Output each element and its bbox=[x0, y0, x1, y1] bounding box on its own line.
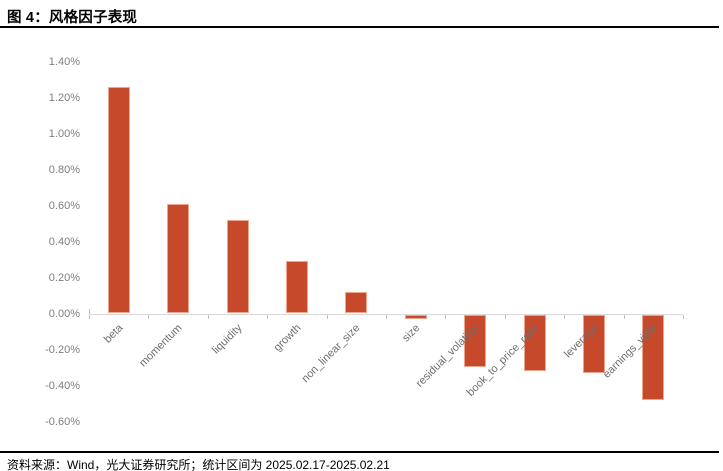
x-category-label: residual_volatility bbox=[413, 321, 482, 390]
y-tick-label: 0.40% bbox=[48, 235, 80, 248]
figure-title: 图 4：风格因子表现 bbox=[7, 10, 138, 26]
y-tick-label: 0.20% bbox=[48, 271, 80, 284]
axis-tick-mark bbox=[623, 315, 625, 319]
axis-tick-mark bbox=[267, 315, 269, 319]
x-category-label: non_linear_size bbox=[299, 321, 363, 385]
axis-tick-mark bbox=[386, 315, 387, 319]
y-tick-label: -0.20% bbox=[45, 343, 80, 356]
axis-tick-mark bbox=[89, 315, 90, 319]
bar-earnings_yield bbox=[642, 315, 665, 400]
category-axis-line bbox=[89, 313, 683, 315]
axis-origin-tick bbox=[89, 308, 90, 314]
bar-momentum bbox=[167, 203, 190, 314]
axis-tick-mark bbox=[504, 315, 506, 319]
axis-tick-mark bbox=[326, 315, 328, 319]
x-category-label: size bbox=[399, 321, 423, 344]
axis-tick-mark bbox=[148, 315, 150, 319]
title-divider-line bbox=[0, 26, 719, 28]
y-tick-label: -0.40% bbox=[45, 379, 80, 392]
axis-tick-mark bbox=[683, 315, 684, 319]
bar-leverage bbox=[582, 315, 605, 373]
bar-size bbox=[404, 315, 427, 319]
axis-tick-mark bbox=[445, 315, 447, 319]
footer-divider-line bbox=[0, 451, 719, 453]
x-category-label: momentum bbox=[137, 321, 185, 369]
x-category-label: growth bbox=[271, 321, 304, 354]
bar-liquidity bbox=[226, 219, 249, 314]
bar-non_linear_size bbox=[345, 291, 368, 314]
bar-beta bbox=[107, 86, 130, 314]
axis-tick-mark bbox=[207, 315, 209, 319]
y-tick-label: 1.20% bbox=[48, 91, 80, 104]
bar-growth bbox=[285, 261, 308, 314]
y-tick-label: 0.00% bbox=[48, 307, 80, 320]
y-tick-label: -0.60% bbox=[45, 415, 80, 428]
y-tick-label: 1.00% bbox=[48, 127, 80, 140]
y-tick-label: 0.60% bbox=[48, 199, 80, 212]
axis-tick-mark bbox=[564, 315, 566, 319]
y-tick-label: 0.80% bbox=[48, 163, 80, 176]
bar-residual_volatility bbox=[464, 315, 487, 368]
source-note: 资料来源：Wind，光大证券研究所；统计区间为 2025.02.17-2025.… bbox=[7, 458, 390, 471]
bar-book_to_price_ratio bbox=[523, 315, 546, 371]
y-tick-label: 1.40% bbox=[48, 55, 80, 68]
x-category-label: liquidity bbox=[209, 321, 244, 356]
